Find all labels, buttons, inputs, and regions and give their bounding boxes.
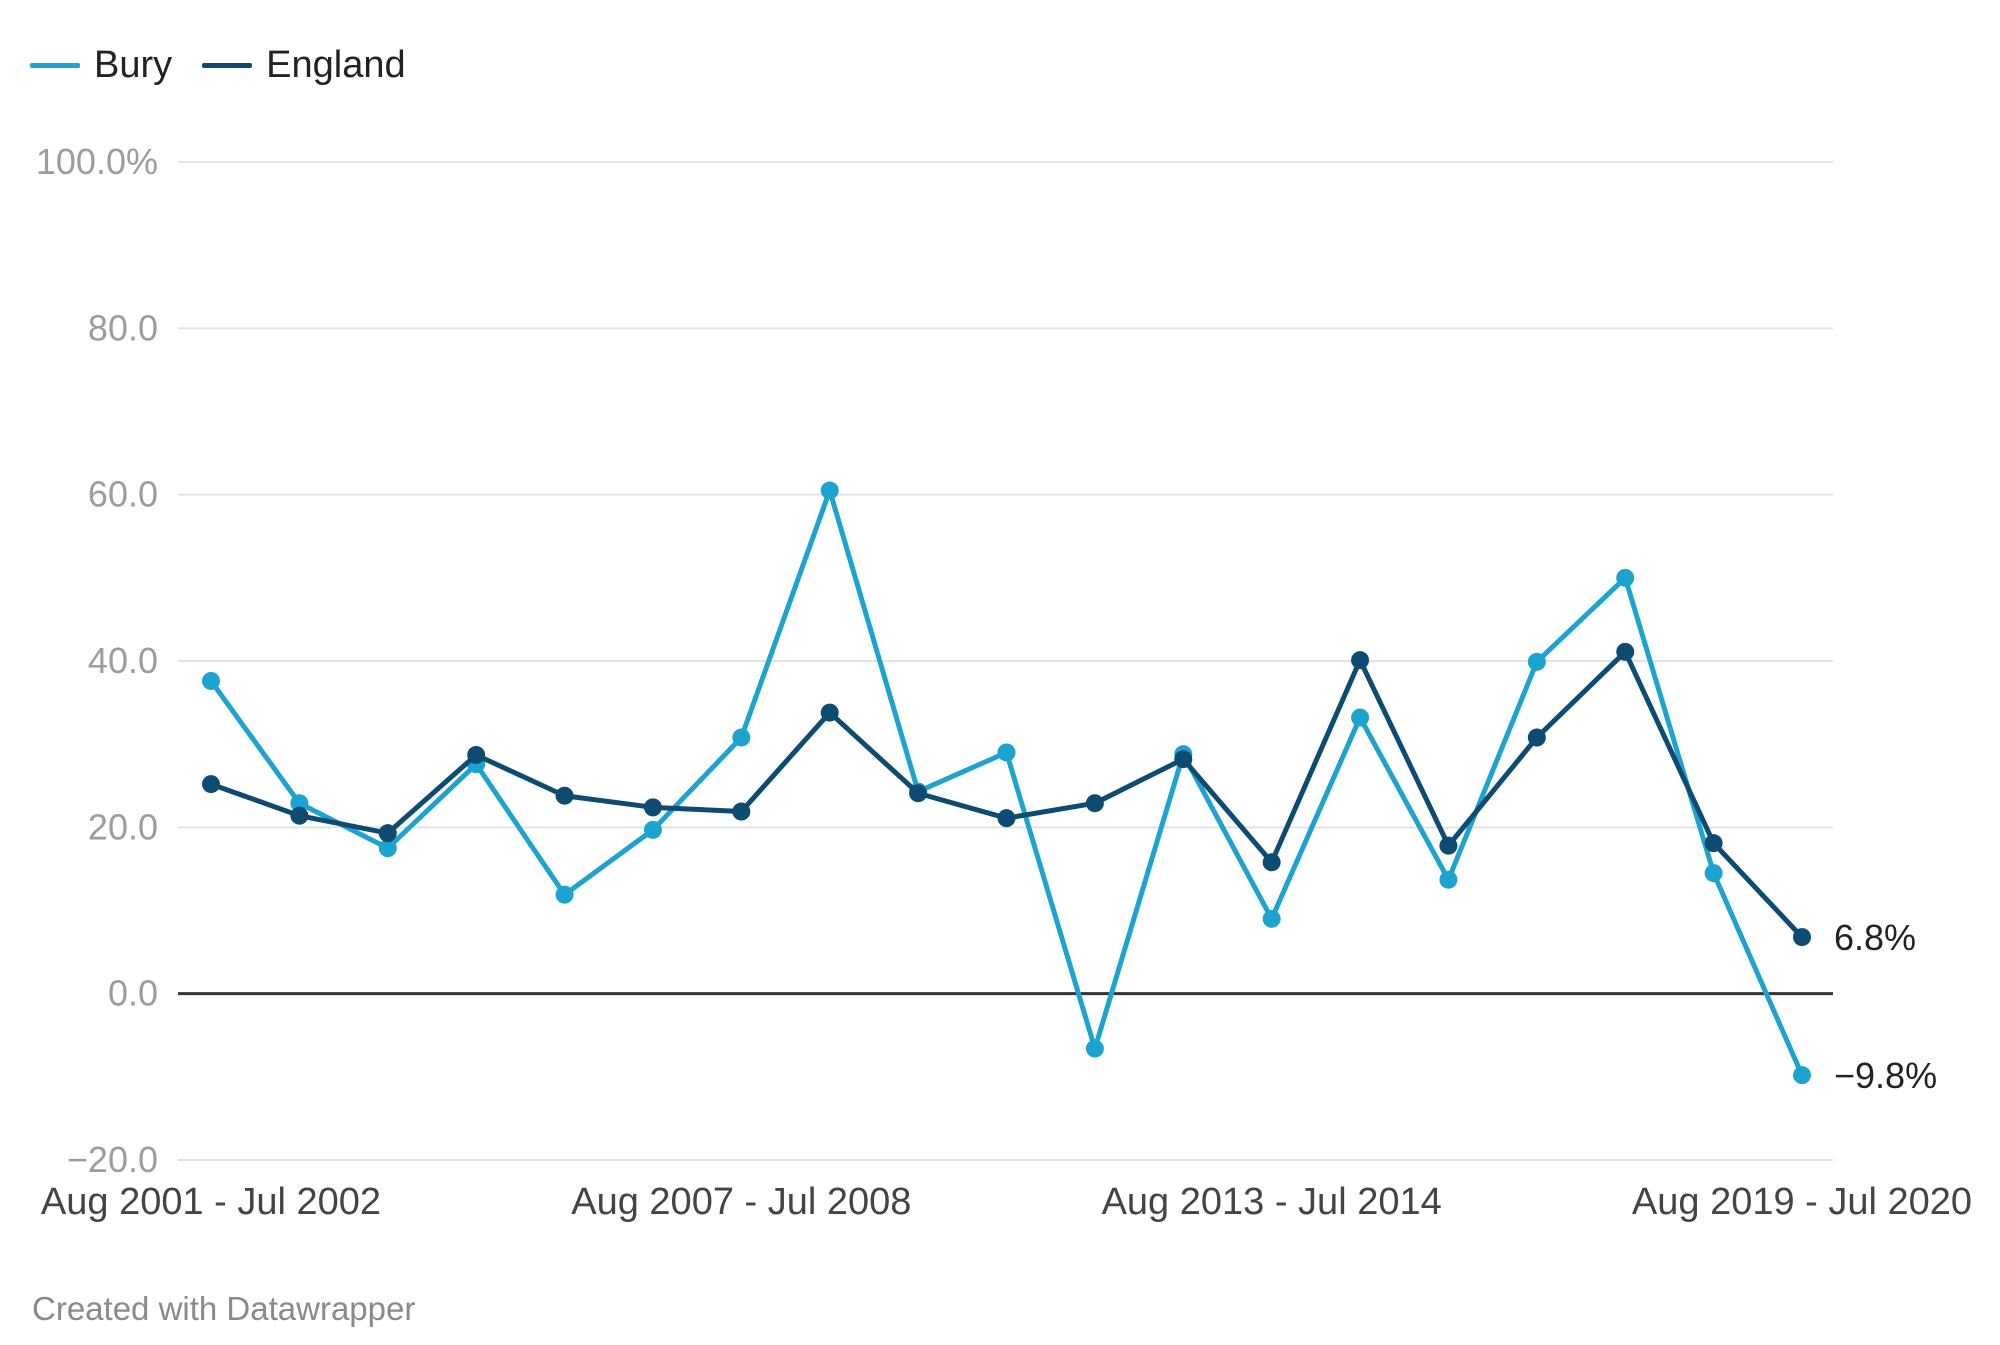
data-point-england (909, 784, 928, 803)
series-line-bury (208, 488, 1805, 1078)
legend-label-england: England (266, 43, 406, 86)
legend-item-bury: Bury (30, 44, 172, 87)
data-point-england (1704, 834, 1723, 853)
data-point-england (290, 806, 309, 825)
x-tick-label: Aug 2007 - Jul 2008 (571, 1181, 911, 1223)
y-axis-tick-labels: 100.0% 80.0 60.0 40.0 20.0 0.0 −20.0 (36, 141, 158, 1180)
data-point-bury (643, 820, 662, 839)
x-tick-label: Aug 2013 - Jul 2014 (1102, 1181, 1442, 1223)
end-value-labels: 6.8% −9.8% (1834, 917, 1937, 1096)
data-point-bury (555, 885, 574, 904)
data-point-england (997, 809, 1016, 828)
data-point-england (1174, 750, 1193, 769)
data-point-england (1616, 642, 1635, 661)
credit-footer: Created with Datawrapper (32, 1290, 416, 1327)
y-tick-label: 20.0 (88, 806, 158, 847)
legend-swatch-england (202, 62, 253, 68)
series-lines (202, 481, 1811, 1085)
end-label-bury: −9.8% (1834, 1055, 1937, 1096)
data-point-bury (1616, 568, 1635, 587)
data-point-bury (1085, 1039, 1104, 1058)
data-point-england (1439, 836, 1458, 855)
y-tick-label: 40.0 (88, 640, 158, 681)
x-tick-label: Aug 2001 - Jul 2002 (41, 1181, 381, 1223)
y-tick-label: 60.0 (88, 474, 158, 515)
data-point-england (820, 703, 839, 722)
data-point-bury (1262, 909, 1281, 928)
data-point-bury (378, 839, 397, 858)
chart-legend: Bury England (30, 40, 436, 90)
end-label-england: 6.8% (1834, 917, 1916, 958)
data-point-bury (732, 728, 751, 747)
y-tick-label: 80.0 (88, 307, 158, 348)
series-line-england (208, 649, 1805, 940)
data-point-england (1527, 728, 1546, 747)
data-point-bury (1704, 864, 1723, 883)
grid-lines (178, 161, 1833, 1161)
data-point-bury (1439, 870, 1458, 889)
data-point-england (732, 802, 751, 821)
data-point-england (378, 824, 397, 843)
series-england (202, 642, 1811, 947)
data-point-england (202, 775, 220, 794)
y-tick-label: 0.0 (108, 973, 158, 1014)
legend-label-bury: Bury (94, 43, 173, 86)
y-tick-label: −20.0 (67, 1139, 158, 1180)
data-point-england (1351, 651, 1370, 670)
data-point-england (1085, 794, 1104, 813)
data-point-bury (290, 794, 309, 813)
data-point-bury (1793, 1066, 1811, 1085)
x-axis-tick-labels: Aug 2001 - Jul 2002 Aug 2007 - Jul 2008 Au… (41, 1181, 1972, 1223)
data-point-bury (820, 481, 839, 500)
data-point-england (1262, 853, 1281, 872)
y-tick-label: 100.0% (36, 141, 158, 182)
data-point-england (643, 798, 662, 817)
data-point-england (467, 745, 486, 764)
data-point-bury (1527, 652, 1546, 671)
legend-item-england: England (202, 43, 406, 87)
data-point-bury (997, 743, 1016, 762)
x-tick-label: Aug 2019 - Jul 2020 (1632, 1181, 1972, 1223)
data-point-bury (202, 671, 220, 690)
data-point-england (1793, 928, 1811, 947)
data-point-england (555, 786, 574, 805)
legend-swatch-bury (30, 62, 80, 68)
series-bury (202, 481, 1811, 1085)
data-point-bury (1351, 708, 1370, 727)
